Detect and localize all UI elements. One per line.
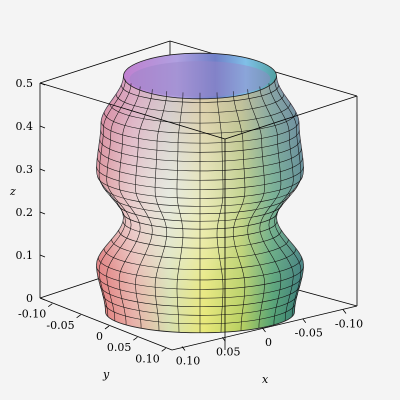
vase-surface bbox=[96, 52, 304, 334]
plot-box-front bbox=[39, 82, 358, 351]
mesh-meridian bbox=[247, 89, 265, 329]
z-tick-mark bbox=[39, 297, 46, 301]
z-tick-mark bbox=[39, 168, 46, 172]
y-axis-label: y bbox=[102, 368, 110, 381]
x-tick-mark bbox=[221, 337, 226, 342]
z-tick-label: 0 bbox=[26, 292, 33, 305]
x-axis-label: x bbox=[262, 373, 269, 386]
mesh-meridian bbox=[268, 83, 294, 322]
x-tick-mark bbox=[262, 327, 266, 333]
z-tick-mark bbox=[39, 125, 46, 129]
y-tick-label: 0.05 bbox=[107, 341, 132, 354]
x-tick-label: -0.05 bbox=[295, 327, 323, 340]
y-tick-mark bbox=[133, 336, 138, 341]
mesh-meridian bbox=[232, 91, 246, 331]
z-tick-label: 0.5 bbox=[16, 77, 34, 90]
axes: 00.10.20.30.40.5z-0.10-0.0500.050.10y0.1… bbox=[9, 77, 363, 386]
y-tick-mark bbox=[161, 348, 166, 352]
z-tick-mark bbox=[39, 211, 46, 215]
mesh-meridian bbox=[118, 86, 141, 326]
vase-opening bbox=[129, 61, 271, 97]
x-tick-label: 0.10 bbox=[176, 355, 201, 368]
x-tick-mark bbox=[181, 346, 186, 351]
x-tick-mark bbox=[302, 318, 307, 323]
z-tick-label: 0.2 bbox=[16, 206, 34, 219]
y-tick-label: 0.10 bbox=[135, 352, 160, 365]
z-tick-label: 0.3 bbox=[16, 163, 34, 176]
x-tick-label: 0 bbox=[265, 336, 272, 349]
y-tick-mark bbox=[48, 303, 53, 307]
z-tick-mark bbox=[39, 82, 46, 86]
y-tick-label: 0 bbox=[96, 330, 103, 343]
x-tick-label: -0.10 bbox=[335, 317, 363, 330]
mesh-meridian bbox=[274, 79, 302, 317]
z-tick-label: 0.1 bbox=[16, 249, 34, 262]
z-tick-label: 0.4 bbox=[16, 120, 34, 133]
mesh-meridian bbox=[98, 79, 126, 317]
x-tick-label: 0.05 bbox=[216, 345, 241, 358]
mesh-meridian bbox=[176, 92, 184, 333]
mesh-meridian bbox=[106, 83, 132, 322]
y-tick-mark bbox=[76, 314, 81, 319]
y-tick-label: -0.10 bbox=[18, 308, 46, 321]
mesh-meridian bbox=[135, 89, 153, 329]
y-tick-label: -0.05 bbox=[46, 319, 74, 332]
z-axis-label: z bbox=[9, 185, 16, 198]
mesh-meridian bbox=[154, 91, 168, 331]
y-tick-mark bbox=[104, 325, 110, 330]
mesh-meridian bbox=[259, 86, 282, 326]
mesh-meridian bbox=[216, 92, 224, 333]
x-tick-mark bbox=[342, 309, 347, 314]
z-tick-mark bbox=[39, 254, 46, 258]
